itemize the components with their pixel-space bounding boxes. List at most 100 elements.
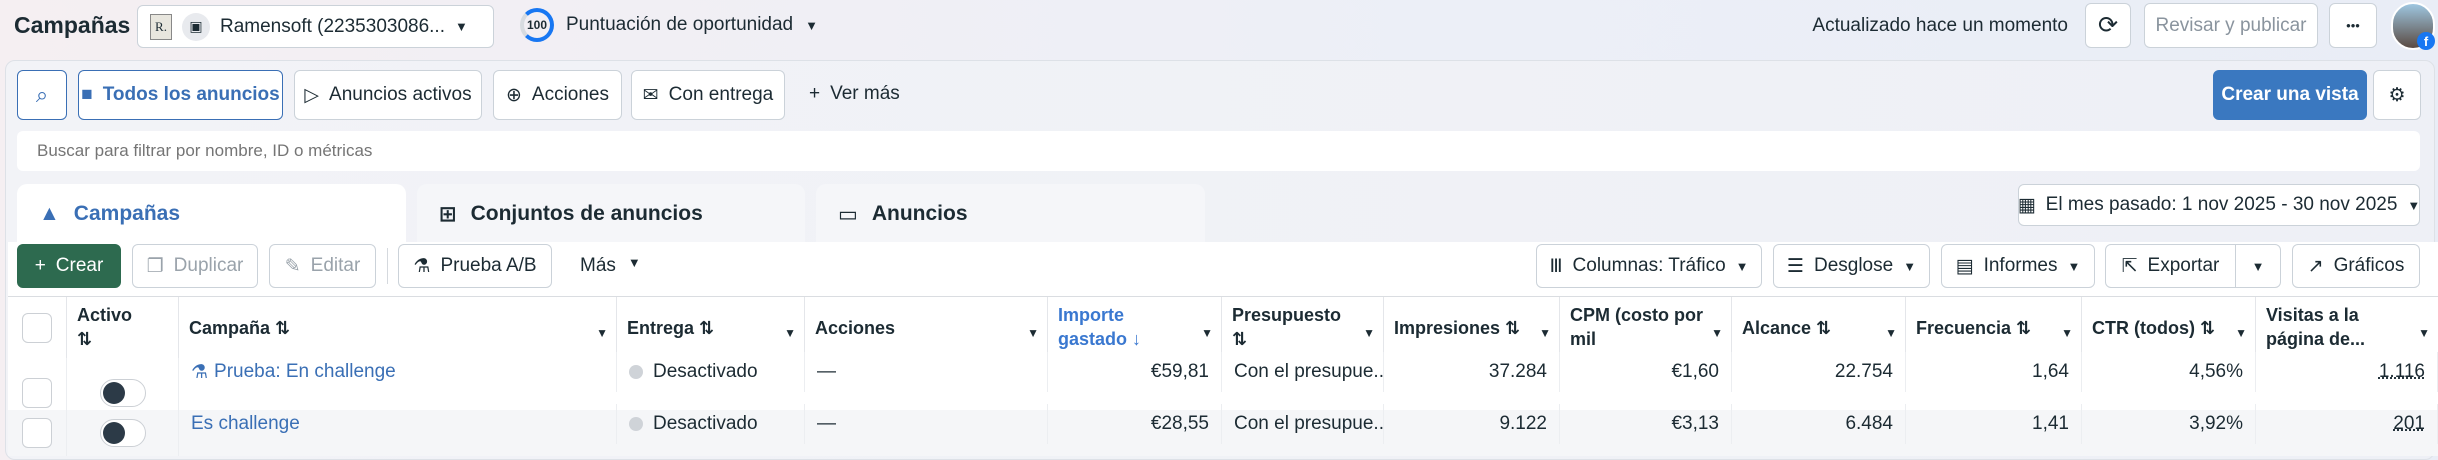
- toolbar-divider: [387, 248, 388, 284]
- export-options-dropdown[interactable]: ▼: [2235, 244, 2281, 288]
- search-input[interactable]: [17, 131, 2420, 171]
- date-range-picker[interactable]: ▦ El mes pasado: 1 nov 2025 - 30 nov 2025…: [2018, 184, 2420, 226]
- active-toggle[interactable]: [99, 419, 146, 447]
- cell-actions-value: —: [805, 404, 1048, 444]
- columns-label: Columnas: Tráfico: [1572, 255, 1726, 276]
- header-active[interactable]: Activo ⇅: [67, 297, 179, 358]
- cell-delivery-status: Desactivado: [617, 404, 805, 444]
- tab-ads[interactable]: ▭ Anuncios: [816, 184, 1205, 244]
- export-label: Exportar: [2147, 255, 2220, 276]
- chevron-down-icon[interactable]: ▼: [1885, 326, 1897, 340]
- ab-test-button[interactable]: ⚗ Prueba A/B: [398, 244, 552, 288]
- arrow-up-circle-icon: ⊕: [505, 84, 522, 106]
- spent-text: €28,55: [1150, 413, 1209, 434]
- chart-icon: ↗: [2307, 255, 2324, 277]
- opportunity-score[interactable]: 100 Puntuación de oportunidad ▼: [520, 8, 818, 42]
- header-campaign[interactable]: Campaña ⇅ ▼: [179, 297, 617, 358]
- select-all-checkbox[interactable]: [22, 312, 52, 343]
- charts-button[interactable]: ↗ Gráficos: [2292, 244, 2420, 288]
- campaign-link[interactable]: Es challenge: [191, 413, 300, 434]
- tab-label: Conjuntos de anuncios: [470, 202, 703, 225]
- visits-text[interactable]: 1.116: [2378, 361, 2425, 382]
- cell-active-toggle: [67, 358, 179, 410]
- refresh-button[interactable]: ⟳: [2085, 3, 2131, 48]
- budget-text: Con el presupue...: [1234, 413, 1384, 434]
- header-reach[interactable]: Alcance ⇅ ▼: [1732, 297, 1906, 358]
- reports-dropdown[interactable]: ▤ Informes ▼: [1941, 244, 2095, 288]
- tab-campaigns[interactable]: ▲ Campañas: [17, 184, 406, 244]
- chevron-down-icon[interactable]: ▼: [1201, 326, 1213, 340]
- duplicate-button[interactable]: ❐ Duplicar: [132, 244, 258, 288]
- see-more-button[interactable]: + Ver más: [809, 83, 900, 105]
- filter-active-ads[interactable]: ▷ Anuncios activos: [294, 70, 482, 120]
- cpm-text: €1,60: [1671, 361, 1719, 382]
- chevron-down-icon: ▼: [1903, 258, 1917, 274]
- breakdown-dropdown[interactable]: ☰ Desglose ▼: [1773, 244, 1930, 288]
- chevron-down-icon[interactable]: ▼: [1027, 326, 1039, 340]
- edit-button[interactable]: ✎ Editar: [269, 244, 376, 288]
- actions-text: —: [817, 361, 836, 382]
- table-row[interactable]: [8, 410, 2438, 456]
- cell-delivery-status: Desactivado: [617, 352, 805, 392]
- header-frequency[interactable]: Frecuencia ⇅ ▼: [1906, 297, 2082, 358]
- chevron-down-icon[interactable]: ▼: [596, 326, 608, 340]
- header-ctr[interactable]: CTR (todos) ⇅ ▼: [2082, 297, 2256, 358]
- header-label: Alcance ⇅: [1742, 317, 1832, 338]
- reach-text: 6.484: [1845, 413, 1893, 434]
- create-button[interactable]: + Crear: [17, 244, 121, 288]
- status-dot-icon: [629, 365, 643, 379]
- cell-frequency: 1,64: [1906, 352, 2082, 392]
- chevron-down-icon[interactable]: ▼: [784, 326, 796, 340]
- breakdown-label: Desglose: [1813, 255, 1894, 276]
- account-selector[interactable]: R. ▣ Ramensoft (2235303086... ▼: [137, 5, 494, 48]
- chevron-down-icon[interactable]: ▼: [2235, 326, 2247, 340]
- tab-label: Anuncios: [871, 202, 968, 225]
- campaign-link[interactable]: Prueba: En challenge: [214, 361, 396, 382]
- page-title: Campañas: [14, 12, 131, 38]
- cell-impressions: 37.284: [1384, 352, 1560, 392]
- more-options-button[interactable]: •••: [2329, 3, 2377, 48]
- spent-text: €59,81: [1150, 361, 1209, 382]
- view-settings-button[interactable]: ⚙: [2373, 70, 2421, 120]
- filter-all-ads[interactable]: ■ Todos los anuncios: [78, 70, 283, 120]
- row-checkbox[interactable]: [22, 418, 52, 448]
- chevron-down-icon[interactable]: ▼: [1363, 326, 1375, 340]
- chevron-down-icon[interactable]: ▼: [1711, 326, 1723, 340]
- frequency-text: 1,64: [2032, 361, 2069, 382]
- header-impressions[interactable]: Impresiones ⇅ ▼: [1384, 297, 1560, 358]
- chevron-down-icon[interactable]: ▼: [2418, 326, 2430, 340]
- header-cpm[interactable]: CPM (costo por mil impresione... ▼: [1560, 297, 1732, 358]
- envelope-icon: ✉: [642, 84, 659, 106]
- visits-text[interactable]: 201: [2393, 413, 2425, 434]
- chevron-down-icon: ▼: [2407, 197, 2421, 213]
- active-toggle[interactable]: [99, 379, 146, 407]
- export-icon: ⇱: [2121, 255, 2138, 277]
- header-select-all[interactable]: [8, 297, 67, 358]
- more-actions-dropdown[interactable]: Más ▼: [580, 255, 641, 277]
- table-row[interactable]: [8, 358, 2438, 410]
- columns-dropdown[interactable]: Ⅲ Columnas: Tráfico ▼: [1536, 244, 1762, 288]
- search-toggle-button[interactable]: ⌕: [17, 70, 67, 120]
- grid-icon: ⊞: [439, 202, 457, 226]
- header-actions[interactable]: Acciones ▼: [805, 297, 1048, 358]
- chevron-down-icon[interactable]: ▼: [1539, 326, 1551, 340]
- delivery-text: Desactivado: [653, 361, 758, 382]
- tab-ad-sets[interactable]: ⊞ Conjuntos de anuncios: [417, 184, 805, 244]
- create-view-button[interactable]: Crear una vista: [2213, 70, 2367, 120]
- header-label: Activo ⇅: [77, 305, 133, 349]
- header-label: Campaña ⇅: [189, 317, 291, 338]
- flask-icon: ⚗: [413, 255, 431, 277]
- chevron-down-icon[interactable]: ▼: [2061, 326, 2073, 340]
- header-delivery[interactable]: Entrega ⇅ ▼: [617, 297, 805, 358]
- header-budget[interactable]: Presupuesto ⇅ ▼: [1222, 297, 1384, 358]
- review-publish-button[interactable]: Revisar y publicar: [2144, 3, 2318, 48]
- row-checkbox[interactable]: [22, 378, 52, 408]
- header-page-visits[interactable]: Visitas a la página de... ▼: [2256, 297, 2438, 358]
- export-button[interactable]: ⇱ Exportar: [2105, 244, 2236, 288]
- avatar[interactable]: f: [2391, 2, 2435, 50]
- filter-actions[interactable]: ⊕ Acciones: [493, 70, 622, 120]
- cell-page-visits: 1.116: [2256, 352, 2438, 392]
- facebook-badge-icon: f: [2417, 32, 2435, 50]
- header-amount-spent[interactable]: Importe gastado ↓ ▼: [1048, 297, 1222, 358]
- filter-with-delivery[interactable]: ✉ Con entrega: [631, 70, 785, 120]
